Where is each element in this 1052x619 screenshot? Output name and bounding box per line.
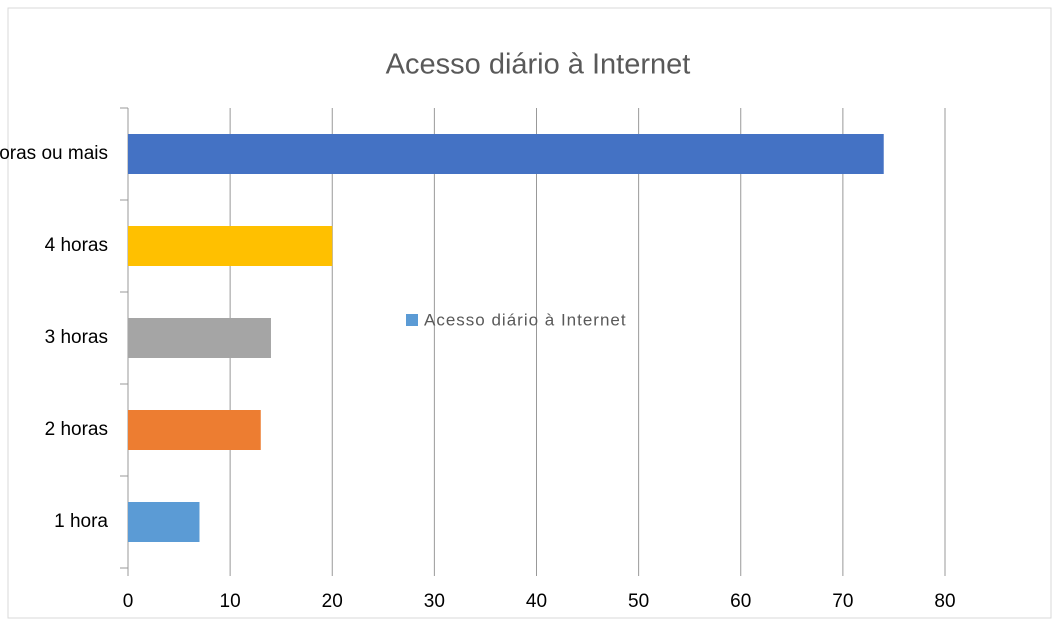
legend-label: Acesso diário à Internet: [424, 310, 627, 329]
y-tick-label: 1 hora: [54, 511, 108, 532]
y-tick-label: 2 horas: [45, 419, 108, 440]
x-tick-label: 20: [322, 591, 343, 612]
x-tick-label: 10: [220, 591, 241, 612]
bar: [128, 318, 271, 358]
y-tick-label: 5 horas ou mais: [0, 143, 108, 164]
y-tick-label: 3 horas: [45, 327, 108, 348]
x-tick-label: 30: [424, 591, 445, 612]
bar: [128, 226, 333, 266]
bar: [128, 502, 200, 542]
x-tick-label: 60: [730, 591, 751, 612]
chart-title: Acesso diário à Internet: [386, 49, 691, 81]
legend-swatch: [406, 314, 418, 326]
bar: [128, 134, 884, 174]
x-tick-label: 70: [832, 591, 853, 612]
x-tick-label: 40: [526, 591, 547, 612]
y-tick-label: 4 horas: [45, 235, 108, 256]
x-tick-label: 80: [934, 591, 955, 612]
x-tick-label: 0: [123, 591, 134, 612]
bar: [128, 410, 261, 450]
x-tick-label: 50: [628, 591, 649, 612]
